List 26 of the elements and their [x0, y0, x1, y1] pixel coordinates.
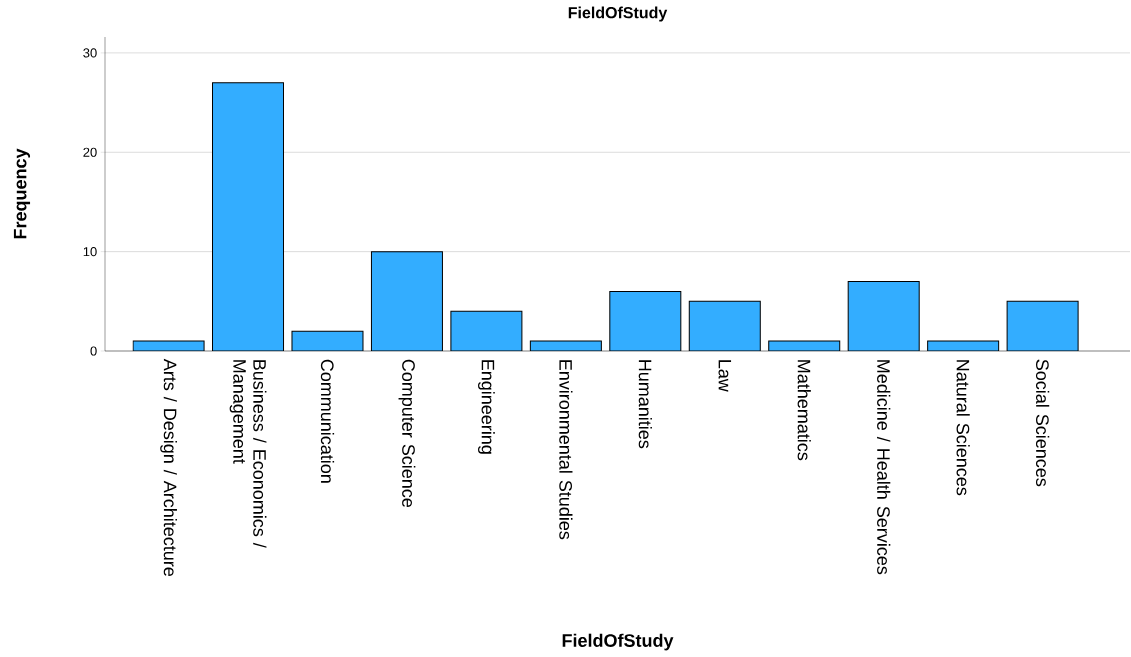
x-tick-label: Natural Sciences [956, 360, 970, 496]
y-tick-label: 0 [90, 346, 97, 356]
bar [847, 280, 920, 351]
bar [212, 82, 285, 351]
x-tick-label: Law [718, 360, 732, 392]
x-tick-label: Medicine / Health Services [877, 360, 891, 575]
y-tick-label: 10 [83, 247, 97, 257]
x-tick-label: Computer Science [398, 359, 416, 508]
x-tick-label: Business / Economics / Management [229, 360, 267, 548]
x-tick-label: Humanities [638, 360, 652, 449]
bar [450, 310, 523, 351]
bar [688, 300, 761, 351]
x-tick-label: Environmental Studies [559, 360, 573, 540]
bar [370, 251, 443, 351]
y-tick-label: 30 [83, 48, 97, 58]
x-tick-label: Mathematics [797, 360, 811, 461]
bar [609, 290, 682, 351]
chart-title: FieldOfStudy [568, 6, 668, 22]
bar [1006, 300, 1079, 351]
x-tick-label: Social Sciences [1036, 359, 1050, 487]
x-tick-label: Engineering [478, 360, 495, 454]
y-tick-label: 20 [83, 147, 97, 157]
x-tick-label: Communication [320, 359, 335, 483]
y-axis-title: Frequency [13, 148, 31, 239]
x-axis-title: FieldOfStudy [562, 633, 674, 651]
x-tick-label: Arts / Design / Architecture [160, 358, 177, 577]
